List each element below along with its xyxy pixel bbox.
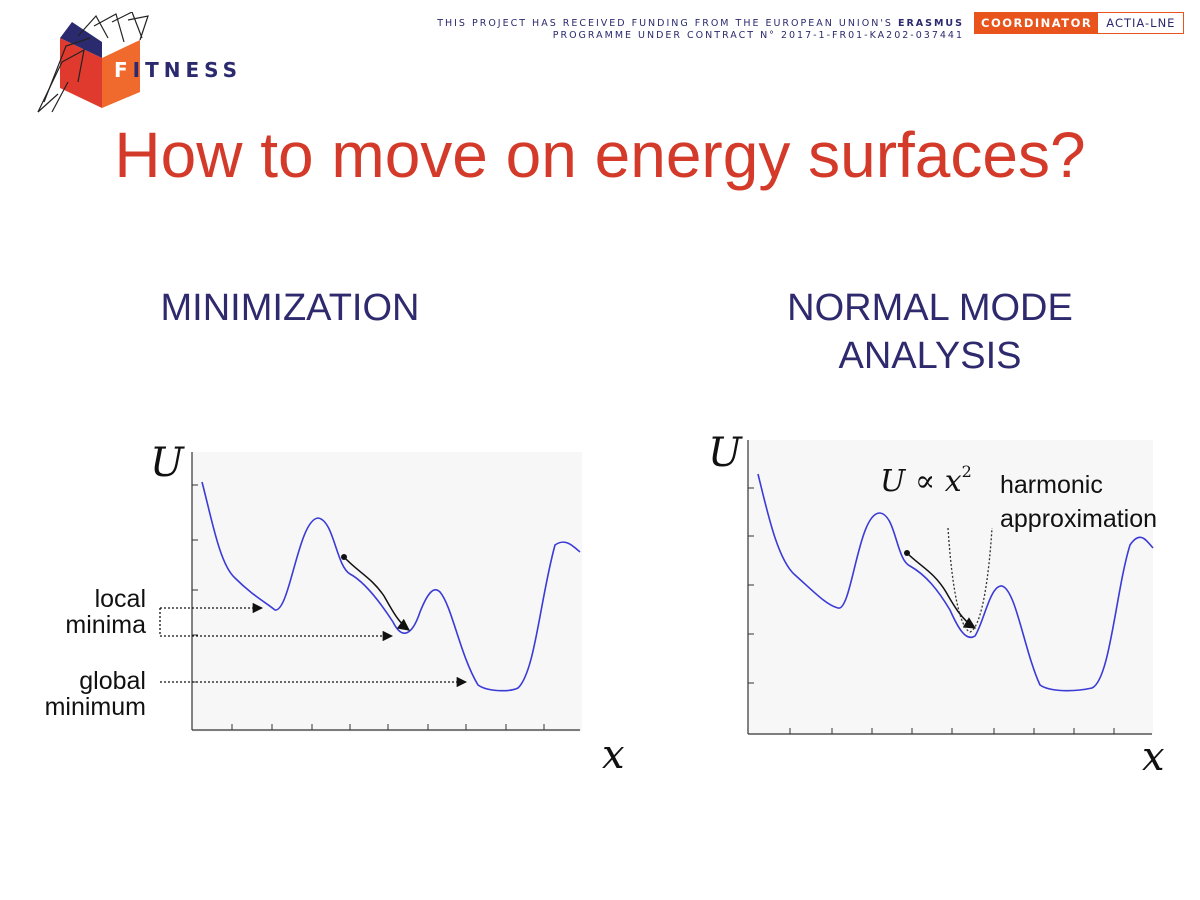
harmonic-approximation-label: harmonic approximation xyxy=(1000,468,1157,536)
normal-mode-heading-line-2: ANALYSIS xyxy=(838,335,1022,377)
local-minima-line-2: minima xyxy=(65,611,146,639)
global-minimum-line-2: minimum xyxy=(44,693,146,721)
global-minimum-label: global minimum xyxy=(10,668,146,720)
left-axes xyxy=(191,452,580,731)
coordinator-label: COORDINATOR xyxy=(975,13,1099,33)
erasmus-text: ERASMUS xyxy=(897,18,964,29)
left-plot-background xyxy=(192,452,582,732)
formula-x: x xyxy=(944,464,962,499)
right-y-axis-label: U xyxy=(708,430,742,476)
right-trajectory xyxy=(904,550,977,629)
logo-first-letter: F xyxy=(114,58,133,82)
right-axes xyxy=(747,440,1152,735)
harmonic-parabola xyxy=(947,527,993,633)
normal-mode-heading: NORMAL MODE ANALYSIS xyxy=(700,284,1160,380)
formula-exponent: 2 xyxy=(961,462,972,481)
left-energy-curve xyxy=(201,481,581,692)
normal-mode-heading-line-1: NORMAL MODE xyxy=(787,287,1073,329)
harmonic-formula: U ∝ x2 xyxy=(880,462,972,499)
slide-title: How to move on energy surfaces? xyxy=(114,119,1086,191)
formula-u: U xyxy=(880,464,906,499)
local-minima-label: local minima xyxy=(20,586,146,638)
harmonic-line-2: approximation xyxy=(1000,505,1158,533)
left-y-axis-label: U xyxy=(150,440,184,486)
funding-line-1: THIS PROJECT HAS RECEIVED FUNDING FROM T… xyxy=(437,18,964,30)
left-label-arrows xyxy=(159,602,468,688)
right-plot-background xyxy=(748,440,1153,734)
local-minima-line-1: local xyxy=(94,585,146,613)
coordinator-badge: COORDINATOR ACTIA-LNE xyxy=(974,12,1185,34)
minimization-heading: MINIMIZATION xyxy=(160,287,420,329)
funding-line-2: PROGRAMME UNDER CONTRACT N° 2017-1-FR01-… xyxy=(552,30,964,41)
fitness-logo xyxy=(32,11,272,122)
left-trajectory xyxy=(341,554,410,631)
logo-rest: ITNESS xyxy=(132,58,243,82)
formula-proportional: ∝ xyxy=(914,464,936,499)
funding-notice: THIS PROJECT HAS RECEIVED FUNDING FROM T… xyxy=(437,18,964,42)
funding-line-1-text: THIS PROJECT HAS RECEIVED FUNDING FROM T… xyxy=(437,18,898,29)
logo-text: FITNESS xyxy=(114,58,242,82)
global-minimum-line-1: global xyxy=(79,667,146,695)
coordinator-name: ACTIA-LNE xyxy=(1098,13,1184,33)
right-energy-curve xyxy=(757,473,1154,692)
right-x-axis-label: x xyxy=(1142,734,1165,780)
left-x-axis-label: x xyxy=(602,732,625,778)
harmonic-line-1: harmonic xyxy=(1000,471,1103,499)
book-logo-icon xyxy=(37,11,149,113)
